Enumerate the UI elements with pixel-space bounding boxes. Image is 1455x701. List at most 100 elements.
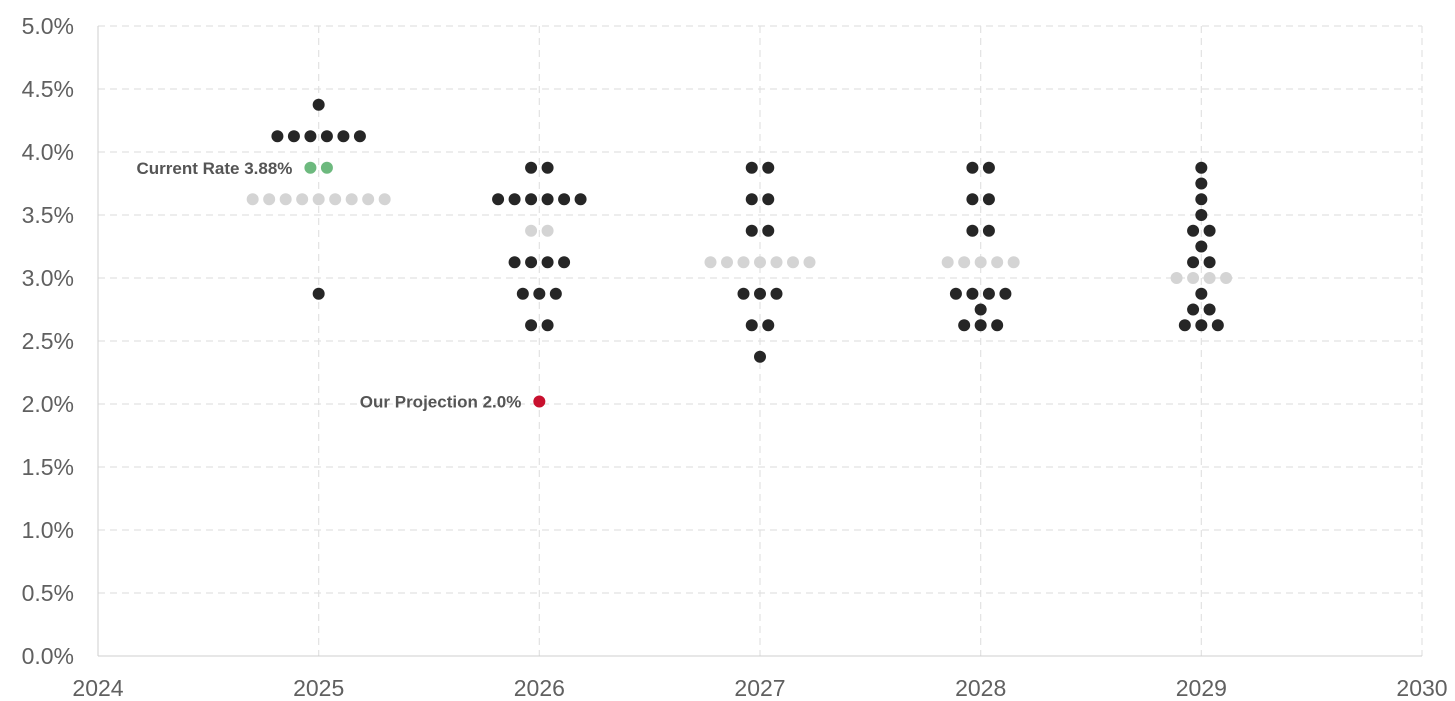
median-dot [541,224,554,237]
grid-layer [97,25,1423,657]
participant-dot [1195,193,1208,206]
participant-dot [1195,161,1208,174]
median-dot [525,224,538,237]
y-tick-label: 1.0% [22,517,74,543]
participant-dot [492,193,505,206]
participant-dot [312,287,325,300]
participant-dot [737,287,750,300]
y-tick-label: 4.0% [22,139,74,165]
participant-dot [762,319,775,332]
median-dot [721,256,733,269]
current-rate-label: Current Rate 3.88% [137,159,293,178]
annotation-layer: Current Rate 3.88% Our Projection 2.0% [137,159,522,412]
median-dot [770,256,783,269]
participant-dot [525,161,538,174]
median-dot [941,256,954,269]
y-tick-label: 5.0% [22,13,74,39]
participant-dot [1203,303,1216,316]
median-dot [754,256,766,269]
participant-dot [745,193,758,206]
median-dot [974,256,987,269]
median-dot [1187,272,1200,284]
participant-dot [1178,319,1191,332]
y-tick-label: 0.0% [22,643,74,669]
participant-dot [1195,319,1208,332]
participant-dot [966,287,979,300]
median-dot [279,193,292,206]
participant-dot [991,319,1004,332]
participant-dot [1195,240,1208,253]
participant-dot [508,193,521,206]
participant-dot [1195,287,1208,300]
participant-dot [745,319,758,332]
participant-dot [1187,256,1200,269]
median-dot [296,193,309,206]
median-dot [1007,256,1020,269]
projection-dot [533,395,546,408]
participant-dot [754,287,766,300]
participant-dot [966,224,979,237]
participant-dot [287,130,300,143]
participant-dot [516,287,529,300]
x-tick-label: 2029 [1176,675,1227,701]
participant-dot [982,224,995,237]
median-dot [1220,272,1233,284]
participant-dot [1203,224,1216,237]
median-dot [378,193,391,206]
y-tick-label: 0.5% [22,580,74,606]
median-dot [1170,272,1183,284]
participant-dot [541,161,554,174]
participant-dot [525,319,538,332]
participant-dot [558,256,571,269]
dot-layer [246,98,1233,408]
projection-label: Our Projection 2.0% [360,392,522,411]
participant-dot [949,287,962,300]
participant-dot [312,98,325,111]
median-dot [991,256,1004,269]
participant-dot [525,256,538,269]
participant-dot [541,256,554,269]
median-dot [958,256,971,269]
median-dot [803,256,816,269]
participant-dot [1187,224,1200,237]
participant-dot [762,224,775,237]
participant-dot [966,161,979,174]
participant-dot [1195,177,1208,190]
participant-dot [958,319,971,332]
participant-dot [999,287,1012,300]
participant-dot [770,287,783,300]
median-dot [263,193,276,206]
current-rate-dot [304,161,317,174]
participant-dot [304,130,317,143]
y-tick-label: 1.5% [22,454,74,480]
participant-dot [966,193,979,206]
participant-dot [353,130,366,143]
x-tick-label: 2024 [72,675,123,701]
participant-dot [762,193,775,206]
median-dot [704,256,717,269]
participant-dot [549,287,562,300]
median-dot [362,193,375,206]
participant-dot [745,224,758,237]
median-dot [345,193,358,206]
participant-dot [982,287,995,300]
participant-dot [533,287,546,300]
participant-dot [271,130,284,143]
median-dot [787,256,799,269]
median-dot [1203,272,1216,284]
y-tick-label: 3.0% [22,265,74,291]
participant-dot [982,193,995,206]
participant-dot [982,161,995,174]
x-tick-label: 2025 [293,675,344,701]
median-dot [312,193,325,206]
participant-dot [974,303,987,316]
participant-dot [558,193,571,206]
x-tick-label: 2027 [734,675,785,701]
participant-dot [1195,209,1208,221]
tick-layer: 0.0% 0.5% 1.0% 1.5% 2.0% 2.5% 3.0% 3.5% 4.0% 4.5%… [22,13,1448,701]
current-rate-dot [320,161,333,174]
participant-dot [754,350,766,363]
participant-dot [1187,303,1200,316]
